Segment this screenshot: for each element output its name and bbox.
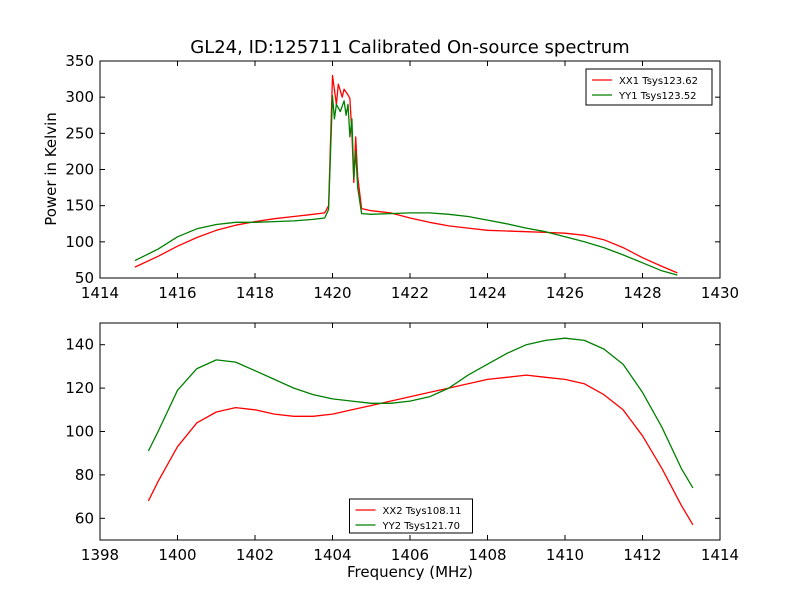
x-tick-label: 1406 [391, 546, 429, 564]
legend: XX1 Tsys123.62 YY1 Tsys123.52 [585, 68, 713, 106]
legend-entry: XX1 Tsys123.62 [619, 76, 698, 87]
x-tick-label: 1408 [468, 546, 506, 564]
y-tick-label: 100 [65, 233, 94, 251]
chart-title: GL24, ID:125711 Calibrated On-source spe… [190, 37, 629, 58]
top-panel: 1414 1416 1418 1420 1422 1424 1426 1428 1430 50 10… [65, 52, 739, 302]
x-tick-label: 1400 [158, 546, 196, 564]
x-tick-label: 1414 [81, 284, 119, 302]
series-line-0-0 [134, 74, 678, 274]
legend-box [349, 498, 473, 534]
y-tick-label: 250 [65, 124, 94, 142]
legend: XX2 Tsys108.11 YY2 Tsys121.70 [349, 498, 473, 534]
x-tick-label: 1420 [313, 284, 351, 302]
legend-entry: YY1 Tsys123.52 [618, 91, 697, 102]
series-line-0-1 [134, 95, 678, 276]
x-tick-label: 1410 [546, 546, 584, 564]
x-tick-label: 1404 [313, 546, 351, 564]
y-tick-label: 120 [65, 379, 94, 397]
x-tick-label: 1402 [236, 546, 274, 564]
x-tick-label: 1414 [701, 546, 739, 564]
x-axis-label: Frequency (MHz) [347, 563, 473, 581]
legend-box [585, 68, 713, 106]
y-tick-label: 150 [65, 197, 94, 215]
bottom-panel: 1398 1400 1402 1404 1406 1408 1410 1412 1414 60 80… [65, 322, 739, 564]
legend-entry: XX2 Tsys108.11 [383, 506, 462, 517]
y-tick-label: 50 [75, 269, 94, 287]
y-tick-label: 300 [65, 88, 94, 106]
x-tick-label: 1428 [623, 284, 661, 302]
y-axis-label-top: Power in Kelvin [42, 112, 60, 226]
x-tick-label: 1416 [158, 284, 196, 302]
y-tick-label: 200 [65, 161, 94, 179]
legend-entry: YY2 Tsys121.70 [382, 521, 461, 532]
series-line-1-1 [147, 337, 694, 489]
x-tick-label: 1412 [623, 546, 661, 564]
y-tick-label: 350 [65, 52, 94, 70]
y-tick-label: 80 [75, 466, 94, 484]
x-tick-label: 1424 [468, 284, 506, 302]
x-tick-label: 1418 [236, 284, 274, 302]
series-line-1-0 [147, 374, 694, 526]
x-tick-label: 1422 [391, 284, 429, 302]
y-tick-label: 140 [65, 336, 94, 354]
y-tick-label: 100 [65, 423, 94, 441]
x-tick-label: 1426 [546, 284, 584, 302]
y-tick-label: 60 [75, 509, 94, 527]
x-tick-label: 1430 [701, 284, 739, 302]
x-tick-label: 1398 [81, 546, 119, 564]
